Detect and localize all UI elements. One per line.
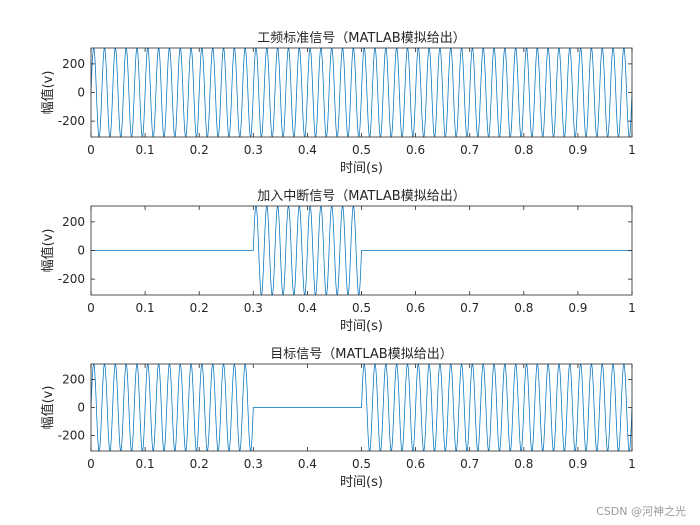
chart-title: 加入中断信号（MATLAB模拟给出） [257, 189, 465, 204]
subplot-2: 0 0.1 0.2 0.3 0.4 0.5 0.6 0.7 0.8 0.9 1 -200 0 200 加入中… [40, 189, 636, 334]
y-tick-label: 0 [77, 244, 85, 258]
x-tick-label: 0.2 [190, 301, 209, 315]
y-tick-label: 200 [62, 57, 85, 71]
x-tick-label: 0.9 [568, 143, 587, 157]
x-tick-label: 0.8 [514, 457, 533, 471]
y-axis-label: 幅值(v) [40, 71, 56, 115]
x-tick-label: 0.1 [136, 301, 155, 315]
x-tick-label: 0.4 [298, 143, 317, 157]
y-tick-label: 200 [62, 373, 85, 387]
y-tick-label: -200 [58, 114, 85, 128]
x-tick-label: 0.3 [244, 143, 263, 157]
y-tick-label: -200 [58, 272, 85, 286]
x-tick-label: 0.8 [514, 143, 533, 157]
x-tick-label: 0.3 [244, 301, 263, 315]
x-tick-label: 1 [628, 301, 636, 315]
signal-line [91, 364, 632, 451]
y-axis-label: 幅值(v) [40, 386, 56, 430]
x-tick-label: 0.9 [568, 301, 587, 315]
x-tick-label: 0.5 [352, 301, 371, 315]
subplot-3: 0 0.1 0.2 0.3 0.4 0.5 0.6 0.7 0.8 0.9 1 -200 0 200 目标信… [40, 347, 636, 490]
x-axis-label: 时间(s) [340, 161, 383, 176]
x-tick-label: 0.1 [136, 457, 155, 471]
x-tick-label: 0.7 [460, 457, 479, 471]
watermark: CSDN @河神之光 [596, 505, 686, 518]
x-axis-label: 时间(s) [340, 475, 383, 490]
chart-title: 目标信号（MATLAB模拟给出） [270, 347, 452, 362]
x-tick-label: 0 [87, 143, 95, 157]
x-tick-label: 0.8 [514, 301, 533, 315]
x-tick-label: 0.3 [244, 457, 263, 471]
x-tick-label: 0.9 [568, 457, 587, 471]
x-tick-label: 0 [87, 457, 95, 471]
y-tick-label: 200 [62, 215, 85, 229]
x-tick-label: 0.2 [190, 457, 209, 471]
y-tick-label: 0 [77, 86, 85, 100]
x-tick-label: 0.2 [190, 143, 209, 157]
chart-title: 工频标准信号（MATLAB模拟给出） [257, 31, 465, 46]
x-axis-label: 时间(s) [340, 319, 383, 334]
y-tick-label: 0 [77, 401, 85, 415]
x-tick-label: 1 [628, 143, 636, 157]
x-tick-label: 0.7 [460, 143, 479, 157]
x-tick-label: 0.7 [460, 301, 479, 315]
x-tick-label: 0 [87, 301, 95, 315]
x-tick-label: 0.6 [406, 301, 425, 315]
y-tick-label: -200 [58, 428, 85, 442]
x-tick-label: 1 [628, 457, 636, 471]
x-tick-label: 0.4 [298, 301, 317, 315]
y-axis-label: 幅值(v) [40, 229, 56, 273]
x-tick-label: 0.1 [136, 143, 155, 157]
subplot-1: 0 0.1 0.2 0.3 0.4 0.5 0.6 0.7 0.8 0.9 1 -200 0 200 工频标… [40, 31, 636, 176]
x-tick-label: 0.6 [406, 457, 425, 471]
x-tick-label: 0.4 [298, 457, 317, 471]
x-tick-label: 0.5 [352, 457, 371, 471]
x-tick-label: 0.5 [352, 143, 371, 157]
signal-line [91, 48, 632, 137]
signal-line [91, 206, 632, 295]
x-tick-label: 0.6 [406, 143, 425, 157]
